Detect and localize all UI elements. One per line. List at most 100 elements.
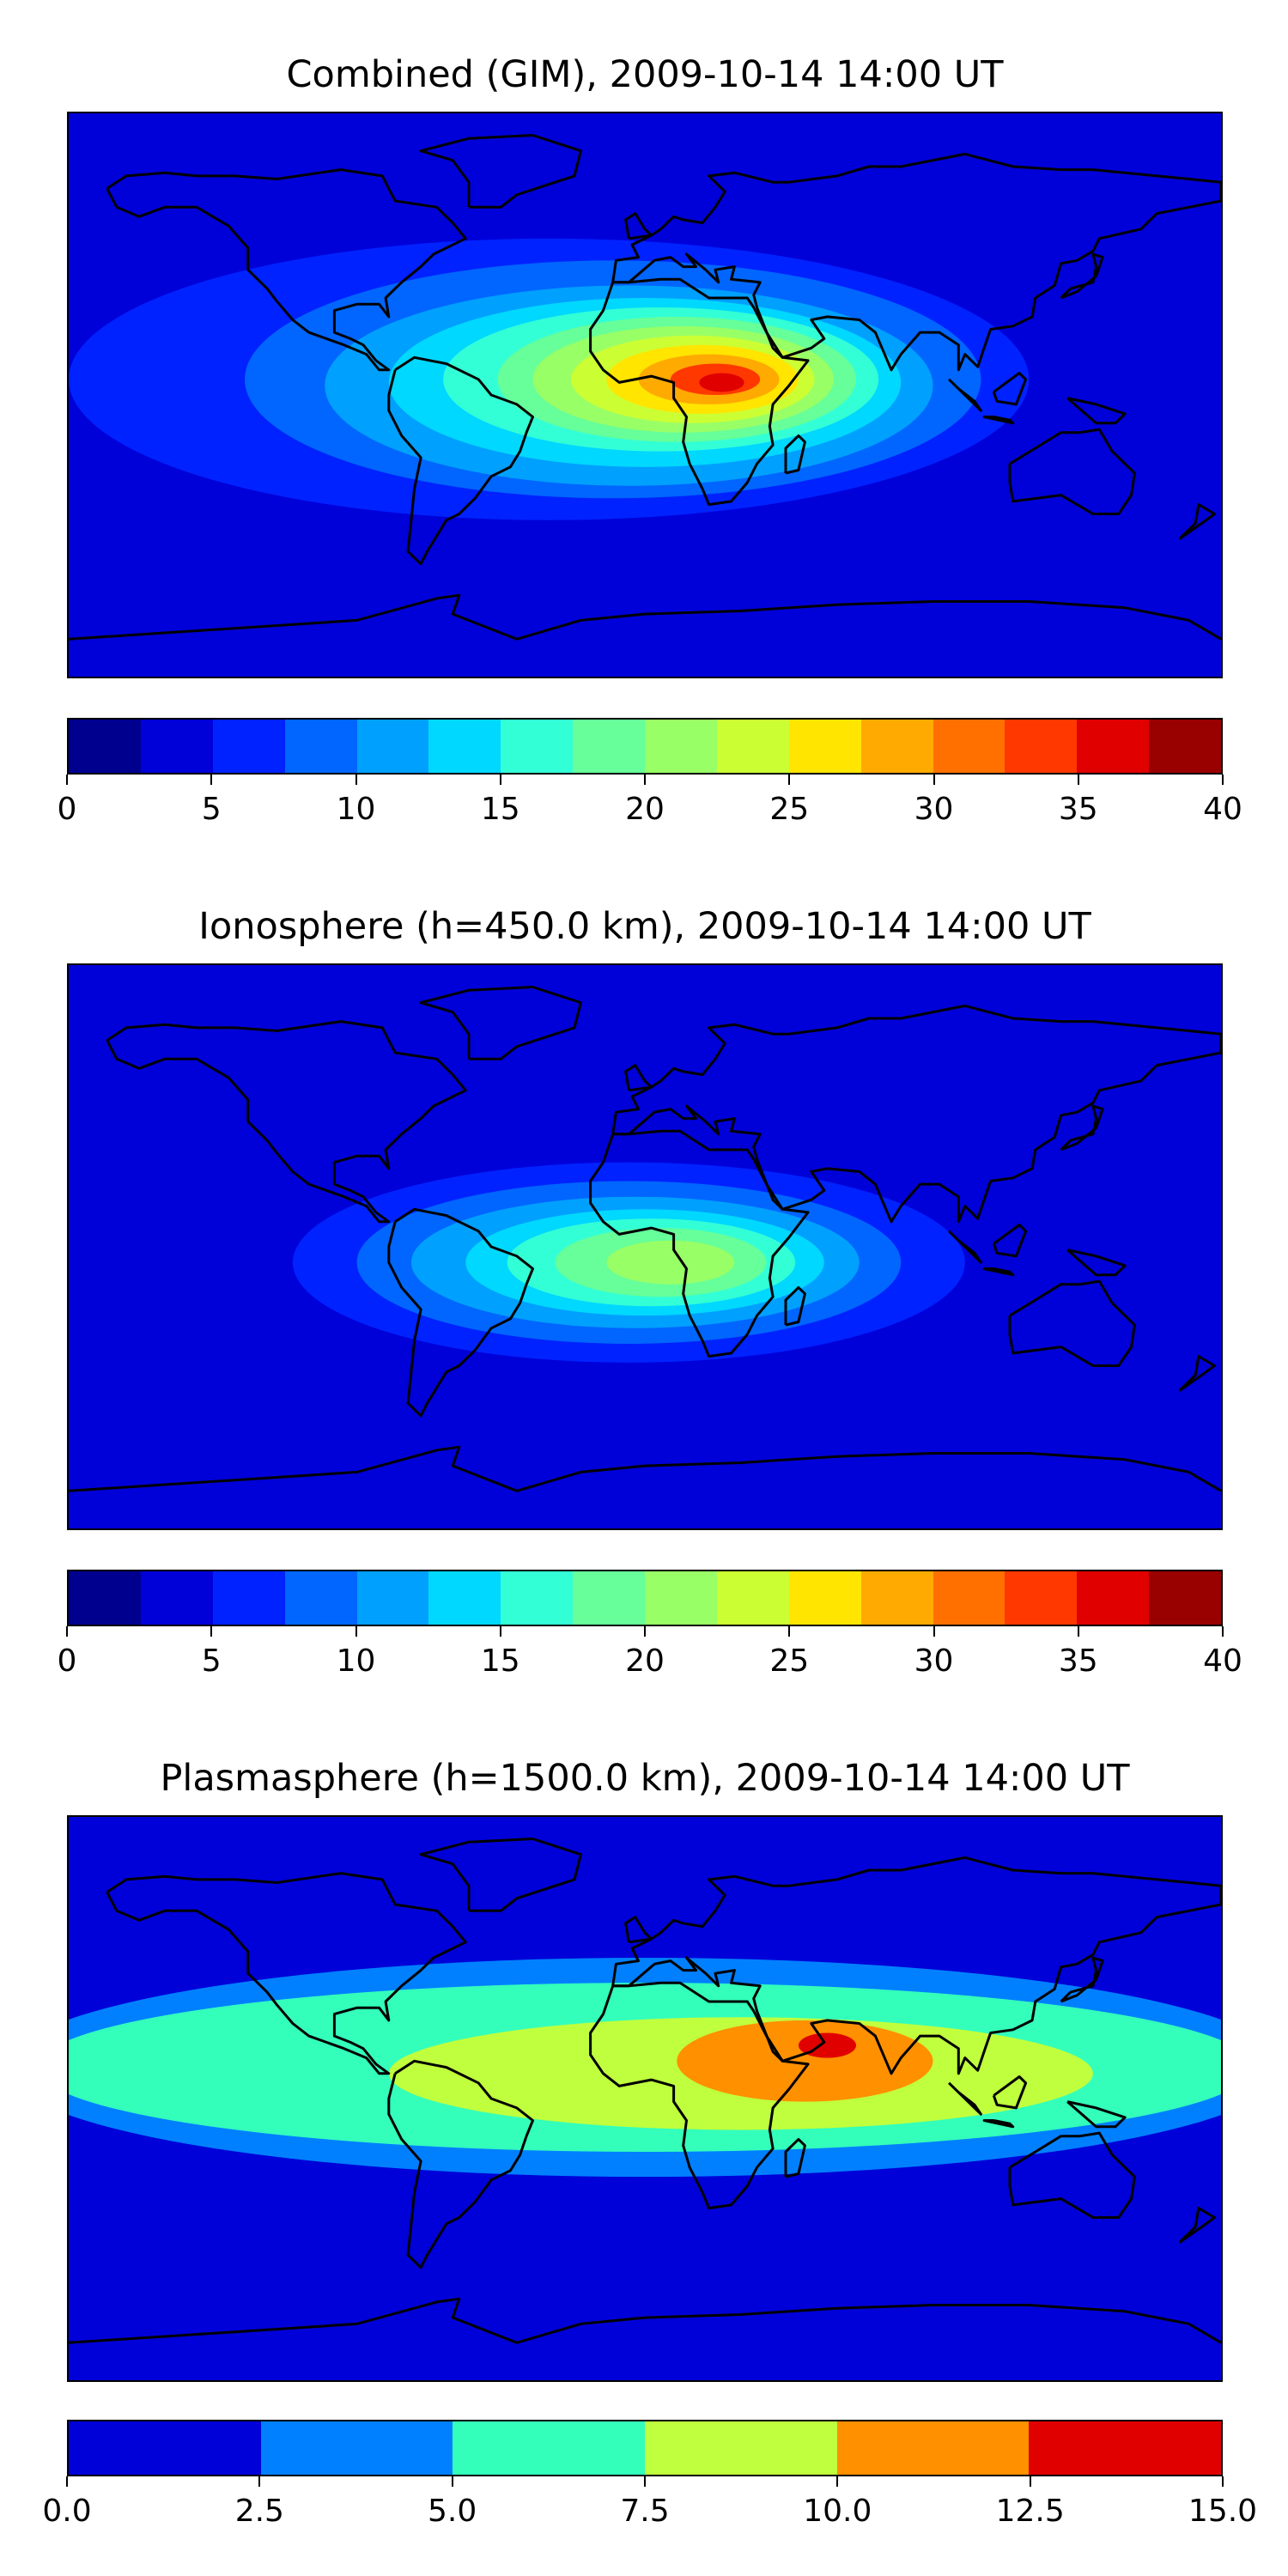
- colorbar-segment: [140, 720, 213, 773]
- coastline-13: [1066, 397, 1127, 425]
- coastline-10: [948, 2081, 982, 2116]
- colorbar-tick: [1077, 775, 1079, 785]
- colorbar-tick-label: 10: [336, 792, 376, 827]
- colorbar-tick-label: 0: [57, 1643, 77, 1679]
- colorbar-segment: [428, 1571, 501, 1625]
- colorbar-tick: [210, 1626, 213, 1637]
- colorbar-tick-label: 25: [769, 1643, 810, 1679]
- colorbar-segment: [645, 720, 717, 773]
- chart-title-ionosphere: Ionosphere (h=450.0 km), 2009-10-14 14:0…: [198, 905, 1091, 948]
- colorbar-segment: [1077, 720, 1150, 773]
- colorbar-segment: [716, 720, 789, 773]
- coastline-13: [1066, 2100, 1127, 2129]
- chart-title-combined: Combined (GIM), 2009-10-14 14:00 UT: [286, 53, 1004, 96]
- coastline-6: [419, 986, 582, 1060]
- coastline-7: [624, 1064, 653, 1092]
- colorbar-tick-label: 30: [914, 1643, 954, 1679]
- colorbar-tick: [66, 1626, 68, 1637]
- colorbar-segment: [69, 2421, 261, 2475]
- colorbar-tick: [1077, 1626, 1079, 1637]
- coastline-9: [1060, 252, 1104, 300]
- tec-map-plasmasphere: [69, 1817, 1221, 2380]
- colorbar-ticks-combined: 0 5 10 15 20 25 30 35 40: [58, 775, 1242, 827]
- colorbar-tick: [210, 775, 213, 785]
- colorbar-tick-label: 2.5: [234, 2494, 284, 2529]
- colorbar-tick-label: 10: [336, 1643, 376, 1679]
- colorbar-tick: [1222, 2476, 1224, 2487]
- colorbar-tick: [499, 1626, 501, 1637]
- coastline-7: [624, 212, 653, 240]
- colorbar-segment: [1029, 2421, 1222, 2475]
- colorbar-segment: [716, 1571, 789, 1625]
- coastline-1: [387, 2059, 534, 2269]
- coastline-7: [624, 1916, 653, 1944]
- colorbar-tick-label: 35: [1058, 792, 1098, 827]
- colorbar-tick: [1222, 775, 1224, 785]
- coastline-1: [387, 355, 534, 566]
- colorbar-segment: [860, 720, 933, 773]
- contour-band-3: [677, 2020, 933, 2102]
- colorbar-segment: [933, 720, 1005, 773]
- coastline-3: [611, 152, 1221, 372]
- coastline-11: [982, 416, 1015, 425]
- colorbar-tick-label: 15.0: [1188, 2494, 1258, 2529]
- colorbar-tick-label: 15: [480, 1643, 520, 1679]
- colorbar-segment: [212, 720, 285, 773]
- coastline-13: [1066, 1249, 1127, 1277]
- colorbar-ticks-ionosphere: 0 5 10 15 20 25 30 35 40: [58, 1626, 1242, 1679]
- contour-band-6: [606, 1240, 735, 1285]
- chart-title-plasmasphere: Plasmasphere (h=1500.0 km), 2009-10-14 1…: [160, 1757, 1130, 1800]
- coastline-6: [419, 1838, 582, 1912]
- coastline-3: [611, 1856, 1221, 2075]
- colorbar-tick-label: 20: [625, 1643, 665, 1679]
- coastline-0: [106, 168, 467, 372]
- colorbar-segment: [1005, 1571, 1078, 1625]
- contour-band-11: [699, 373, 744, 392]
- coastline-11: [982, 1267, 1015, 1277]
- colorbar-segment: [1149, 720, 1221, 773]
- colorbar-segment: [645, 2421, 837, 2475]
- colorbar-plasmasphere: [67, 2420, 1223, 2476]
- coastline-8: [784, 1285, 806, 1327]
- coastline-8: [784, 2137, 806, 2178]
- colorbar-segment: [453, 2421, 646, 2475]
- colorbar-tick: [66, 775, 68, 785]
- map-ionosphere: [67, 963, 1223, 1530]
- tec-map-ionosphere: [69, 965, 1221, 1528]
- colorbar-segment: [1149, 1571, 1221, 1625]
- colorbar-segment: [860, 1571, 933, 1625]
- coastline-12: [992, 372, 1028, 406]
- colorbar-tick: [499, 775, 501, 785]
- coastline-9: [1060, 1104, 1104, 1151]
- coastline-3: [611, 1004, 1221, 1224]
- colorbar-tick-label: 12.5: [995, 2494, 1065, 2529]
- colorbar-tick: [1029, 2476, 1031, 2487]
- coastline-9: [1060, 1956, 1104, 2003]
- colorbar-combined: [67, 718, 1223, 775]
- colorbar-ionosphere: [67, 1570, 1223, 1626]
- colorbar-segment: [212, 1571, 285, 1625]
- coastline-4: [1008, 428, 1136, 515]
- colorbar-segment: [284, 1571, 357, 1625]
- colorbar-tick: [644, 775, 646, 785]
- colorbar-segment: [1005, 720, 1078, 773]
- coastline-14: [1178, 2207, 1216, 2244]
- colorbar-tick-label: 7.5: [620, 2494, 670, 2529]
- coastline-2: [589, 1129, 810, 1358]
- colorbar-tick: [355, 1626, 357, 1637]
- coastline-4: [1008, 1279, 1136, 1367]
- coastline-4: [1008, 2131, 1136, 2219]
- colorbar-tick-label: 5: [201, 1643, 222, 1679]
- coastline-8: [784, 434, 806, 475]
- colorbar-tick-label: 10.0: [803, 2494, 872, 2529]
- colorbar-segment: [356, 1571, 429, 1625]
- colorbar-tick-label: 5.0: [428, 2494, 477, 2529]
- colorbar-tick: [1222, 1626, 1224, 1637]
- colorbar-ticks-plasmasphere: 0.0 2.5 5.0 7.5 10.0 12.5 15.0: [42, 2476, 1257, 2529]
- colorbar-segment: [645, 1571, 717, 1625]
- colorbar-segment: [428, 720, 501, 773]
- coastline-12: [992, 1224, 1028, 1258]
- colorbar-tick-label: 5: [201, 792, 222, 827]
- colorbar-segment: [501, 720, 574, 773]
- coastline-2: [589, 1981, 810, 2210]
